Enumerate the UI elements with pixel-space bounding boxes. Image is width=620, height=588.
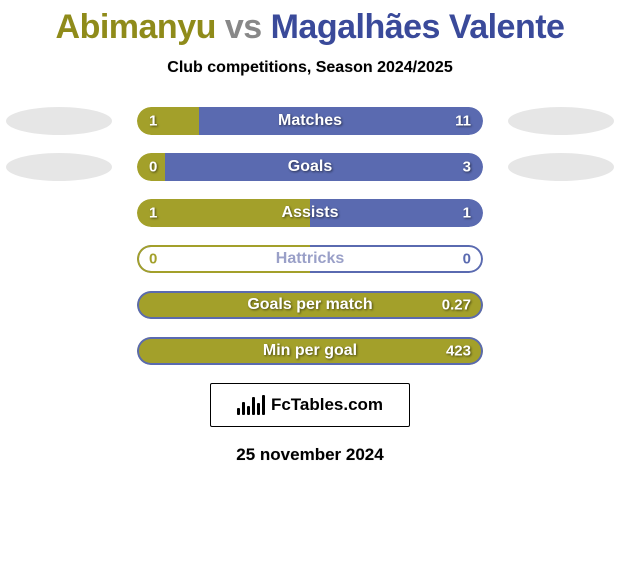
player1-marker (6, 153, 112, 181)
stat-row: 1 Assists 1 (0, 199, 620, 227)
stat-row: 0 Hattricks 0 (0, 245, 620, 273)
stat-label: Min per goal (263, 342, 357, 360)
fctables-logo: FcTables.com (210, 383, 410, 427)
logo-text: FcTables.com (271, 395, 383, 415)
player2-marker (508, 107, 614, 135)
stat-row: Goals per match 0.27 (0, 291, 620, 319)
stat-bar: Min per goal 423 (137, 337, 483, 365)
stat-bar: Goals per match 0.27 (137, 291, 483, 319)
stat-value-right: 1 (463, 205, 471, 222)
bar-fill-left (137, 107, 199, 135)
logo-bars-icon (237, 395, 265, 415)
stat-value-left: 0 (149, 251, 157, 268)
stat-row: 1 Matches 11 (0, 107, 620, 135)
stat-value-right: 3 (463, 159, 471, 176)
subtitle: Club competitions, Season 2024/2025 (0, 59, 620, 77)
stat-bar: 0 Goals 3 (137, 153, 483, 181)
comparison-chart: 1 Matches 11 0 Goals 3 1 Assists 1 0 Hattricks 0 Goa… (0, 107, 620, 365)
stat-label: Goals (288, 158, 332, 176)
stat-label: Matches (278, 112, 342, 130)
stat-value-left: 0 (149, 159, 157, 176)
player2-marker (508, 153, 614, 181)
stat-label: Hattricks (276, 250, 344, 268)
player1-name: Abimanyu (56, 8, 216, 46)
stat-value-right: 11 (455, 113, 471, 130)
stat-bar: 1 Matches 11 (137, 107, 483, 135)
stat-label: Goals per match (247, 296, 372, 314)
stat-value-right: 423 (446, 343, 471, 360)
player1-marker (6, 107, 112, 135)
player2-name: Magalhães Valente (271, 8, 565, 46)
vs-text: vs (225, 8, 271, 46)
date-label: 25 november 2024 (0, 445, 620, 465)
stat-bar: 0 Hattricks 0 (137, 245, 483, 273)
page-title: Abimanyu vs Magalhães Valente (0, 8, 620, 47)
stat-value-left: 1 (149, 113, 157, 130)
stat-value-right: 0.27 (442, 297, 471, 314)
stat-bar: 1 Assists 1 (137, 199, 483, 227)
stat-label: Assists (282, 204, 339, 222)
stat-value-right: 0 (463, 251, 471, 268)
stat-row: 0 Goals 3 (0, 153, 620, 181)
stat-value-left: 1 (149, 205, 157, 222)
stat-row: Min per goal 423 (0, 337, 620, 365)
